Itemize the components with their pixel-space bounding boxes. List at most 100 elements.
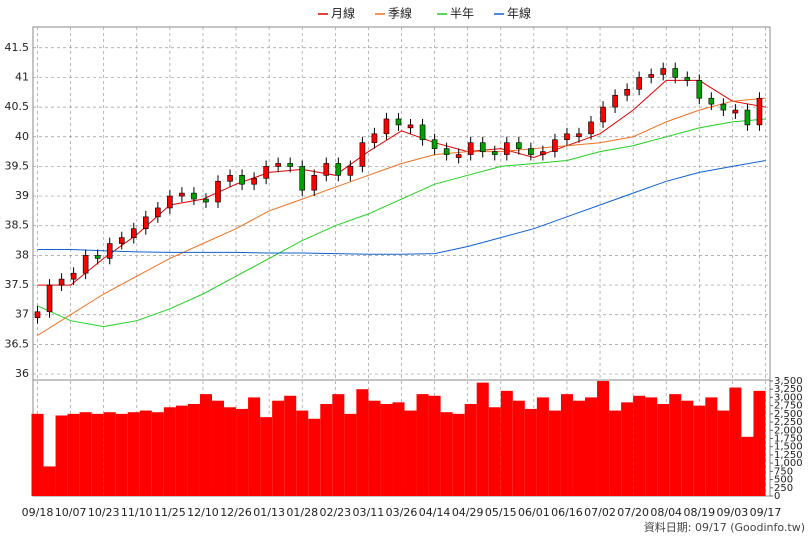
volume-bar xyxy=(284,395,297,496)
y-tick-label: 41 xyxy=(15,70,29,83)
y-tick-label: 3,000 xyxy=(774,392,803,403)
x-tick-label: 10/23 xyxy=(88,506,120,519)
x-tick-label: 08/04 xyxy=(650,506,682,519)
y-tick-label: 2,500 xyxy=(774,409,803,420)
y-tick-label: 500 xyxy=(774,475,793,486)
y-tick-label: 2,750 xyxy=(774,401,803,412)
candle-body xyxy=(46,284,53,313)
volume-bar xyxy=(79,412,92,496)
volume-bar xyxy=(344,413,357,496)
ma-line xyxy=(37,160,766,255)
y-tick-label: 750 xyxy=(774,466,793,477)
volume-bar xyxy=(464,403,477,496)
y-tick-label: 37.5 xyxy=(5,278,30,291)
y-tick-label: 1,500 xyxy=(774,442,803,453)
candle-body xyxy=(383,118,390,135)
y-tick-label: 1,000 xyxy=(774,458,803,469)
candle-body xyxy=(106,243,113,259)
volume-bar xyxy=(151,412,164,496)
candle-body xyxy=(600,106,606,123)
volume-bar xyxy=(572,400,585,496)
x-tick-label: 12/10 xyxy=(187,506,219,519)
candle-body xyxy=(516,142,522,149)
candle-body xyxy=(612,94,618,108)
x-tick-label: 03/26 xyxy=(386,506,418,519)
candle-body xyxy=(347,166,354,176)
candle-body xyxy=(431,139,438,149)
x-tick-label: 11/10 xyxy=(121,506,153,519)
candle-body xyxy=(203,198,209,203)
x-tick-label: 09/03 xyxy=(717,506,749,519)
volume-bar xyxy=(91,413,104,496)
volume-bar xyxy=(717,410,730,496)
x-tick-label: 09/18 xyxy=(22,506,54,519)
candle-body xyxy=(323,163,330,176)
y-tick-label: 37 xyxy=(15,308,29,321)
y-tick-label: 1,250 xyxy=(774,450,803,461)
y-tick-label: 41.5 xyxy=(5,41,30,54)
candle-body xyxy=(443,148,450,155)
x-tick-label: 01/13 xyxy=(253,506,285,519)
legend-label: 半年 xyxy=(450,7,474,21)
volume-bar xyxy=(43,466,56,496)
y-tick-label: 2,250 xyxy=(774,417,803,428)
legend-label: 年線 xyxy=(507,6,531,21)
candle-body xyxy=(660,68,667,75)
volume-bar xyxy=(211,400,225,496)
y-tick-label: 39 xyxy=(15,189,29,202)
candle-body xyxy=(503,142,510,155)
candle-body xyxy=(371,133,378,143)
x-tick-label: 05/15 xyxy=(485,506,517,519)
volume-bar xyxy=(296,410,309,496)
candle-body xyxy=(359,142,366,167)
candle-body xyxy=(467,142,474,155)
ma-line xyxy=(37,118,766,328)
x-tick-label: 11/25 xyxy=(154,506,186,519)
volume-bar xyxy=(609,410,622,496)
candle-body xyxy=(251,177,257,185)
y-tick-label: 38 xyxy=(15,248,29,261)
candle-body xyxy=(588,121,594,135)
volume-bar xyxy=(380,403,393,496)
candle-body xyxy=(479,142,486,152)
volume-bar xyxy=(524,408,537,496)
candle-body xyxy=(82,255,89,274)
y-tick-label: 38.5 xyxy=(5,219,30,232)
candle-body xyxy=(696,80,703,99)
x-tick-label: 02/23 xyxy=(319,506,351,519)
volume-bar xyxy=(476,382,489,496)
y-tick-label: 36.5 xyxy=(5,337,30,350)
x-tick-label: 10/07 xyxy=(55,506,87,519)
candle-body xyxy=(552,139,558,152)
x-tick-label: 07/02 xyxy=(584,506,616,519)
candle-body xyxy=(215,180,221,203)
volume-bar xyxy=(248,397,261,496)
candle-body xyxy=(239,175,245,185)
candle-body xyxy=(419,124,426,141)
candle-body xyxy=(407,124,414,129)
candle-body xyxy=(275,163,281,167)
y-tick-label: 40.5 xyxy=(5,100,30,113)
volume-bar xyxy=(645,397,658,496)
y-tick-label: 3,250 xyxy=(774,384,803,395)
candle-body xyxy=(130,228,137,238)
candle-body xyxy=(335,163,342,176)
volume-bar xyxy=(693,405,706,496)
candle-body xyxy=(576,133,582,138)
candle-body xyxy=(118,237,125,244)
x-tick-label: 01/28 xyxy=(286,506,318,519)
volume-bar xyxy=(500,390,513,496)
volume-bar xyxy=(657,403,670,496)
candle-body xyxy=(155,207,161,218)
volume-bar xyxy=(175,405,188,496)
candle-body xyxy=(648,74,654,78)
y-tick-label: 3,500 xyxy=(774,376,803,387)
volume-bar xyxy=(452,413,465,496)
candle-body xyxy=(672,68,679,78)
y-tick-label: 40 xyxy=(15,130,29,143)
footer: 資料日期: 09/17 (Goodinfo.tw) xyxy=(644,520,805,534)
candle-body xyxy=(143,216,149,230)
volume-bar xyxy=(729,387,742,496)
candle-body xyxy=(167,195,173,209)
